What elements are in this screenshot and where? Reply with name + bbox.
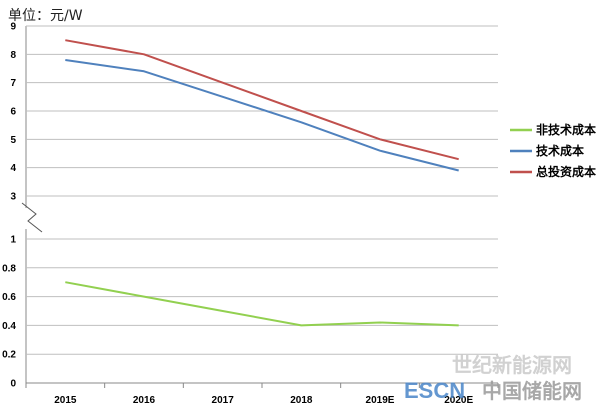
unit-label: 单位：元/W [8, 8, 83, 24]
series-lines [65, 39, 459, 327]
x-tick-label: 2020E [444, 395, 473, 406]
y-tick-label: 9 [10, 22, 16, 33]
y-tick-label: 0.8 [2, 263, 16, 274]
series-line [65, 281, 459, 327]
watermark: 世纪新能源网 ESCN 中国储能网 [404, 353, 582, 403]
legend-label: 总投资成本 [536, 164, 596, 179]
series-line [65, 39, 459, 161]
legend-label: 非技术成本 [536, 122, 596, 137]
y-tick-label: 5 [10, 135, 16, 146]
watermark-brand-cn: 中国储能网 [482, 379, 582, 403]
x-tick-label: 2018 [290, 395, 313, 406]
x-tick-labels: 2015 2016 2017 2018 2019E 2020E [25, 383, 499, 406]
y-tick-label: 0.2 [2, 350, 16, 361]
y-tick-label: 0 [10, 379, 16, 390]
x-tick-label: 2015 [54, 395, 77, 406]
x-tick-label: 2016 [133, 395, 156, 406]
legend-label: 技术成本 [536, 143, 584, 158]
y-tick-label: 7 [10, 78, 16, 89]
plot-area [25, 26, 498, 384]
y-tick-label: 0.4 [2, 321, 16, 332]
gridlines [26, 25, 498, 355]
y-tick-label: 6 [10, 107, 16, 118]
y-tick-labels: 3 4 5 6 7 8 9 0 0.2 0.4 0.6 0.8 1 [2, 22, 16, 390]
y-tick-label: 0.6 [2, 292, 16, 303]
watermark-brand: ESCN [404, 378, 465, 403]
y-tick-label: 8 [10, 50, 16, 61]
y-tick-label: 4 [10, 163, 16, 174]
x-tick-label: 2019E [366, 395, 395, 406]
x-tick-label: 2017 [212, 395, 235, 406]
series-line [65, 59, 459, 172]
watermark-text: 世纪新能源网 [452, 353, 572, 377]
axis-break-marker [21, 202, 43, 233]
y-tick-label: 1 [10, 235, 16, 246]
y-tick-label: 3 [10, 192, 16, 203]
